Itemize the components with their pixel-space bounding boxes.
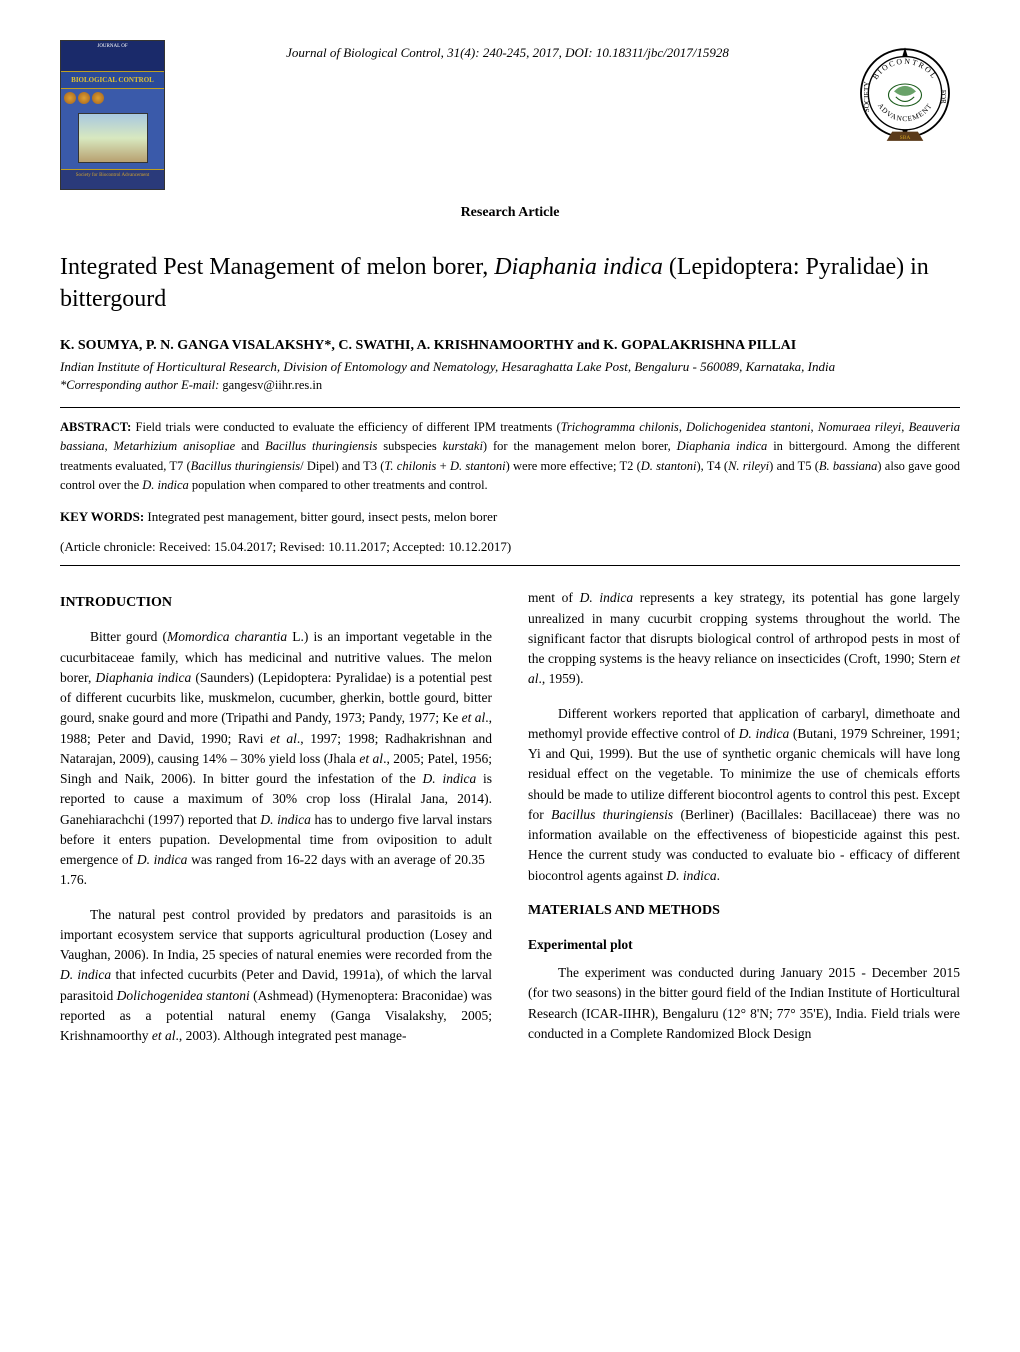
body-paragraph: Different workers reported that applicat… [528, 704, 960, 886]
section-heading-materials: MATERIALS AND METHODS [528, 900, 960, 921]
svg-text:SBA: SBA [900, 135, 911, 141]
corresponding-author: *Corresponding author E-mail: gangesv@ii… [60, 378, 960, 393]
article-title: Integrated Pest Management of melon bore… [60, 251, 960, 316]
header-row: JOURNAL OF BIOLOGICAL CONTROL Society fo… [60, 40, 960, 190]
svg-text:SOCIETY: SOCIETY [862, 81, 871, 113]
abstract-block: ABSTRACT: Field trials were conducted to… [60, 418, 960, 496]
cover-journal-name: BIOLOGICAL CONTROL [61, 71, 164, 89]
subsection-heading-experimental: Experimental plot [528, 935, 960, 955]
body-two-column: INTRODUCTION Bitter gourd (Momordica cha… [60, 588, 960, 1060]
divider-rule [60, 565, 960, 566]
journal-cover-thumbnail: JOURNAL OF BIOLOGICAL CONTROL Society fo… [60, 40, 165, 190]
cover-society-label: Society for Biocontrol Advancement [61, 169, 164, 189]
cover-top-label: JOURNAL OF [61, 41, 164, 71]
svg-text:ADVANCEMENT: ADVANCEMENT [876, 101, 934, 123]
affiliation-line: Indian Institute of Horticultural Resear… [60, 358, 960, 376]
society-logo: BIOCONTROL ADVANCEMENT SOCIETY FOR SBA [850, 40, 960, 150]
svg-text:BIOCONTROL: BIOCONTROL [871, 57, 939, 82]
left-column: INTRODUCTION Bitter gourd (Momordica cha… [60, 588, 492, 1060]
body-paragraph-continuation: ment of D. indica represents a key strat… [528, 588, 960, 689]
cover-photo-area [61, 107, 164, 169]
divider-rule [60, 407, 960, 408]
article-type-label: Research Article [60, 205, 960, 221]
cover-dot-icon [64, 92, 76, 104]
citation-line: Journal of Biological Control, 31(4): 24… [165, 40, 850, 61]
cover-dot-icon [92, 92, 104, 104]
body-paragraph: Bitter gourd (Momordica charantia L.) is… [60, 627, 492, 890]
svg-text:FOR: FOR [939, 90, 948, 104]
cover-photo-icon [78, 113, 148, 163]
right-column: ment of D. indica represents a key strat… [528, 588, 960, 1060]
body-paragraph: The natural pest control provided by pre… [60, 905, 492, 1047]
authors-line: K. SOUMYA, P. N. GANGA VISALAKSHY*, C. S… [60, 338, 960, 354]
body-paragraph: The experiment was conducted during Janu… [528, 963, 960, 1044]
keywords-line: KEY WORDS: Integrated pest management, b… [60, 509, 960, 525]
section-heading-introduction: INTRODUCTION [60, 592, 492, 613]
article-chronicle: (Article chronicle: Received: 15.04.2017… [60, 539, 960, 555]
cover-dot-icon [78, 92, 90, 104]
cover-icon-row [61, 89, 164, 107]
